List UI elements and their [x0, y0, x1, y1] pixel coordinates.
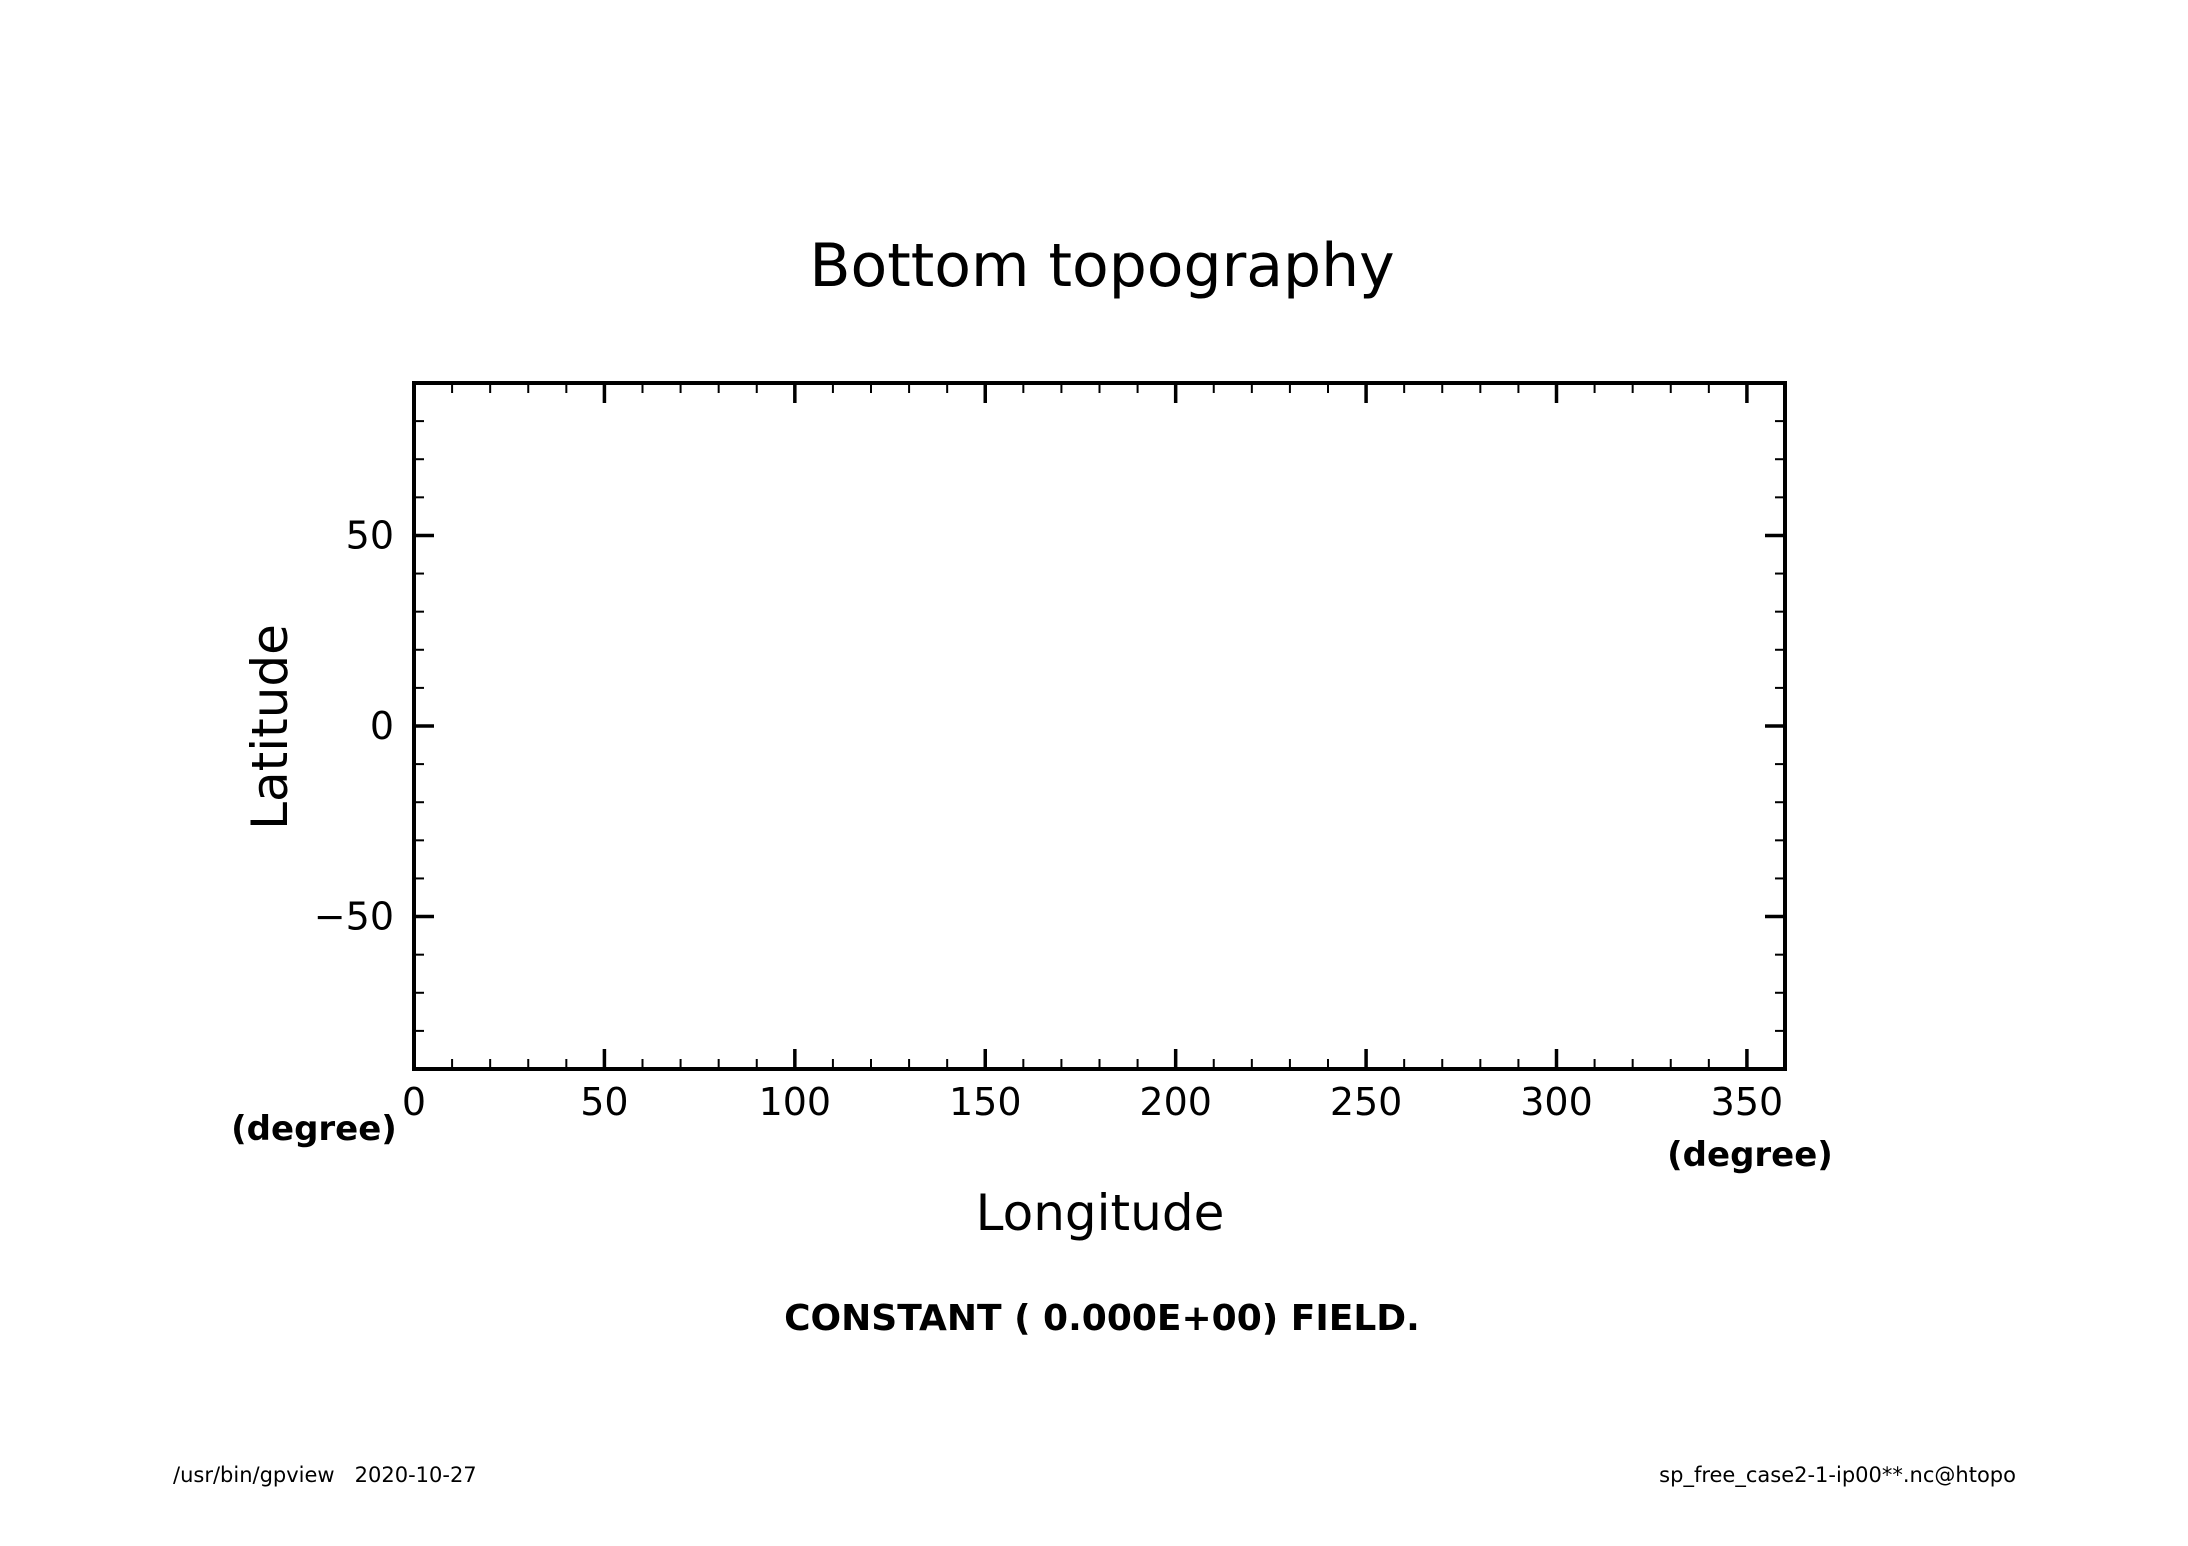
x-tick-labels: 0 50 100 150 200 250 300 350 — [402, 1080, 1783, 1124]
minor-ticks — [413, 382, 1786, 1070]
y-axis-label: Latitude — [241, 624, 299, 830]
x-tick-label: 250 — [1330, 1080, 1403, 1124]
x-tick-label: 300 — [1520, 1080, 1593, 1124]
y-tick-label: 0 — [370, 704, 394, 748]
x-axis-label: Longitude — [976, 1184, 1225, 1242]
x-tick-label: 350 — [1711, 1080, 1784, 1124]
x-tick-label: 50 — [580, 1080, 628, 1124]
x-unit-left: (degree) — [231, 1109, 397, 1149]
x-tick-label: 200 — [1139, 1080, 1212, 1124]
plot-frame — [412, 381, 1787, 1071]
x-tick-label: 150 — [949, 1080, 1022, 1124]
x-tick-label: 100 — [759, 1080, 832, 1124]
y-tick-label: 50 — [346, 513, 394, 557]
x-unit-right: (degree) — [1667, 1135, 1833, 1175]
major-ticks — [412, 383, 1785, 1069]
y-tick-label: −50 — [314, 895, 394, 939]
chart-title: Bottom topography — [809, 231, 1394, 301]
footer-right: sp_free_case2-1-ip00**.nc@htopo — [1659, 1463, 2016, 1488]
field-message: CONSTANT ( 0.000E+00) FIELD. — [784, 1298, 1420, 1339]
y-tick-labels: −50 0 50 — [314, 513, 394, 938]
x-tick-label: 0 — [402, 1080, 426, 1124]
footer-left: /usr/bin/gpview 2020-10-27 — [173, 1463, 477, 1487]
